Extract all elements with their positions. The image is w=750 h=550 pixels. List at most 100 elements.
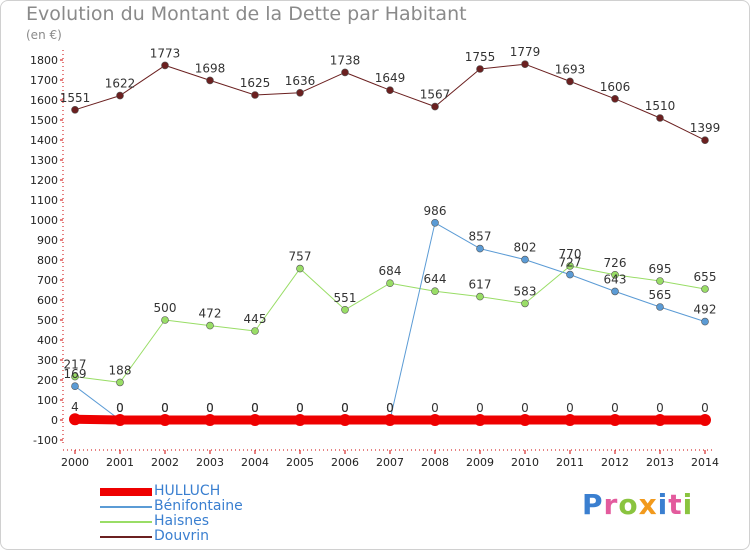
data-point <box>656 277 664 285</box>
data-label: 1606 <box>600 80 631 94</box>
brand-letter: t <box>668 488 683 521</box>
legend-label: Bénifontaine <box>154 498 243 514</box>
data-label: 0 <box>116 401 124 415</box>
data-label: 1773 <box>150 46 181 60</box>
x-tick-label: 2011 <box>556 456 584 469</box>
data-label: 1649 <box>375 71 406 85</box>
data-point <box>611 95 619 103</box>
data-point <box>116 91 124 100</box>
x-tick-label: 2010 <box>511 456 539 469</box>
data-point <box>476 292 484 301</box>
data-point <box>251 327 259 335</box>
data-point <box>431 287 439 296</box>
data-label: 565 <box>649 288 672 302</box>
data-label: 0 <box>386 401 394 415</box>
data-label: 617 <box>469 278 492 292</box>
x-tick-label: 2000 <box>61 456 89 469</box>
data-label: 0 <box>386 401 394 415</box>
y-tick-label: 1800 <box>30 54 58 67</box>
data-label: 0 <box>296 401 304 415</box>
y-tick-label: 1600 <box>30 94 58 107</box>
y-tick-label: 300 <box>37 354 58 367</box>
x-tick-label: 2006 <box>331 456 359 469</box>
data-point <box>71 382 79 391</box>
x-tick-label: 2002 <box>151 456 179 469</box>
data-label: 1510 <box>645 99 676 113</box>
data-label: 0 <box>521 401 529 415</box>
data-label: 0 <box>251 401 259 415</box>
data-point <box>249 414 261 426</box>
data-point <box>386 279 394 288</box>
data-point <box>521 255 529 264</box>
data-point <box>701 317 709 326</box>
x-tick-label: 2013 <box>646 456 674 469</box>
data-label: 655 <box>694 270 717 284</box>
legend-swatch <box>100 488 152 496</box>
data-point <box>564 414 576 426</box>
data-point <box>296 89 304 97</box>
data-label: 1567 <box>420 88 451 102</box>
data-label: 0 <box>161 401 169 415</box>
y-tick-label: 1500 <box>30 114 58 127</box>
data-point <box>521 60 529 68</box>
data-point <box>161 316 169 324</box>
data-label: 500 <box>154 301 177 315</box>
data-point <box>701 285 709 293</box>
data-point <box>701 136 709 144</box>
data-label: 0 <box>206 401 214 415</box>
brand-letter: i <box>682 488 694 521</box>
x-tick-label: 2001 <box>106 456 134 469</box>
data-point <box>296 264 304 273</box>
data-point <box>114 414 126 426</box>
data-point <box>431 102 439 111</box>
legend-label: Douvrin <box>154 528 210 544</box>
y-tick-label: 1000 <box>30 214 58 227</box>
data-point <box>71 372 79 381</box>
data-label: 1755 <box>465 50 496 64</box>
brand-letter: i <box>657 488 669 521</box>
data-label: 551 <box>334 291 357 305</box>
data-point <box>476 244 484 253</box>
data-point <box>654 414 666 426</box>
data-label: 0 <box>206 401 214 415</box>
axes: -100010020030040050060070080090010001100… <box>30 50 719 469</box>
data-label: 472 <box>199 307 222 321</box>
data-label: 0 <box>476 401 484 415</box>
y-tick-label: 100 <box>37 394 58 407</box>
data-label: 1625 <box>240 76 271 90</box>
x-tick-label: 2007 <box>376 456 404 469</box>
data-point <box>251 91 259 99</box>
data-label: 0 <box>431 401 439 415</box>
data-point <box>341 68 349 77</box>
y-tick-label: 400 <box>37 334 58 347</box>
data-label: 726 <box>604 256 627 270</box>
y-tick-label: 1300 <box>30 154 58 167</box>
data-label: 757 <box>289 250 312 264</box>
y-tick-label: 500 <box>37 314 58 327</box>
y-tick-label: 200 <box>37 374 58 387</box>
x-tick-label: 2008 <box>421 456 449 469</box>
series-douvrin <box>71 60 709 144</box>
data-point <box>611 287 619 296</box>
brand-letter: r <box>603 488 619 521</box>
y-tick-label: 0 <box>51 414 58 427</box>
series-hulluch <box>69 413 711 426</box>
data-point <box>69 413 81 426</box>
series-haisnes <box>71 262 709 387</box>
data-point <box>474 414 486 426</box>
y-tick-label: -100 <box>33 434 58 447</box>
data-label: 1399 <box>690 121 721 135</box>
legend-swatch <box>100 536 152 538</box>
brand-letter: o <box>618 488 639 521</box>
data-label: 583 <box>514 284 537 298</box>
data-label: 1622 <box>105 77 136 91</box>
y-tick-label: 900 <box>37 234 58 247</box>
data-label: 169 <box>64 367 87 381</box>
data-label: 644 <box>424 272 447 286</box>
data-point <box>611 270 619 279</box>
data-label: 1693 <box>555 62 586 76</box>
data-label: 1551 <box>60 91 91 105</box>
data-label: 643 <box>604 272 627 286</box>
